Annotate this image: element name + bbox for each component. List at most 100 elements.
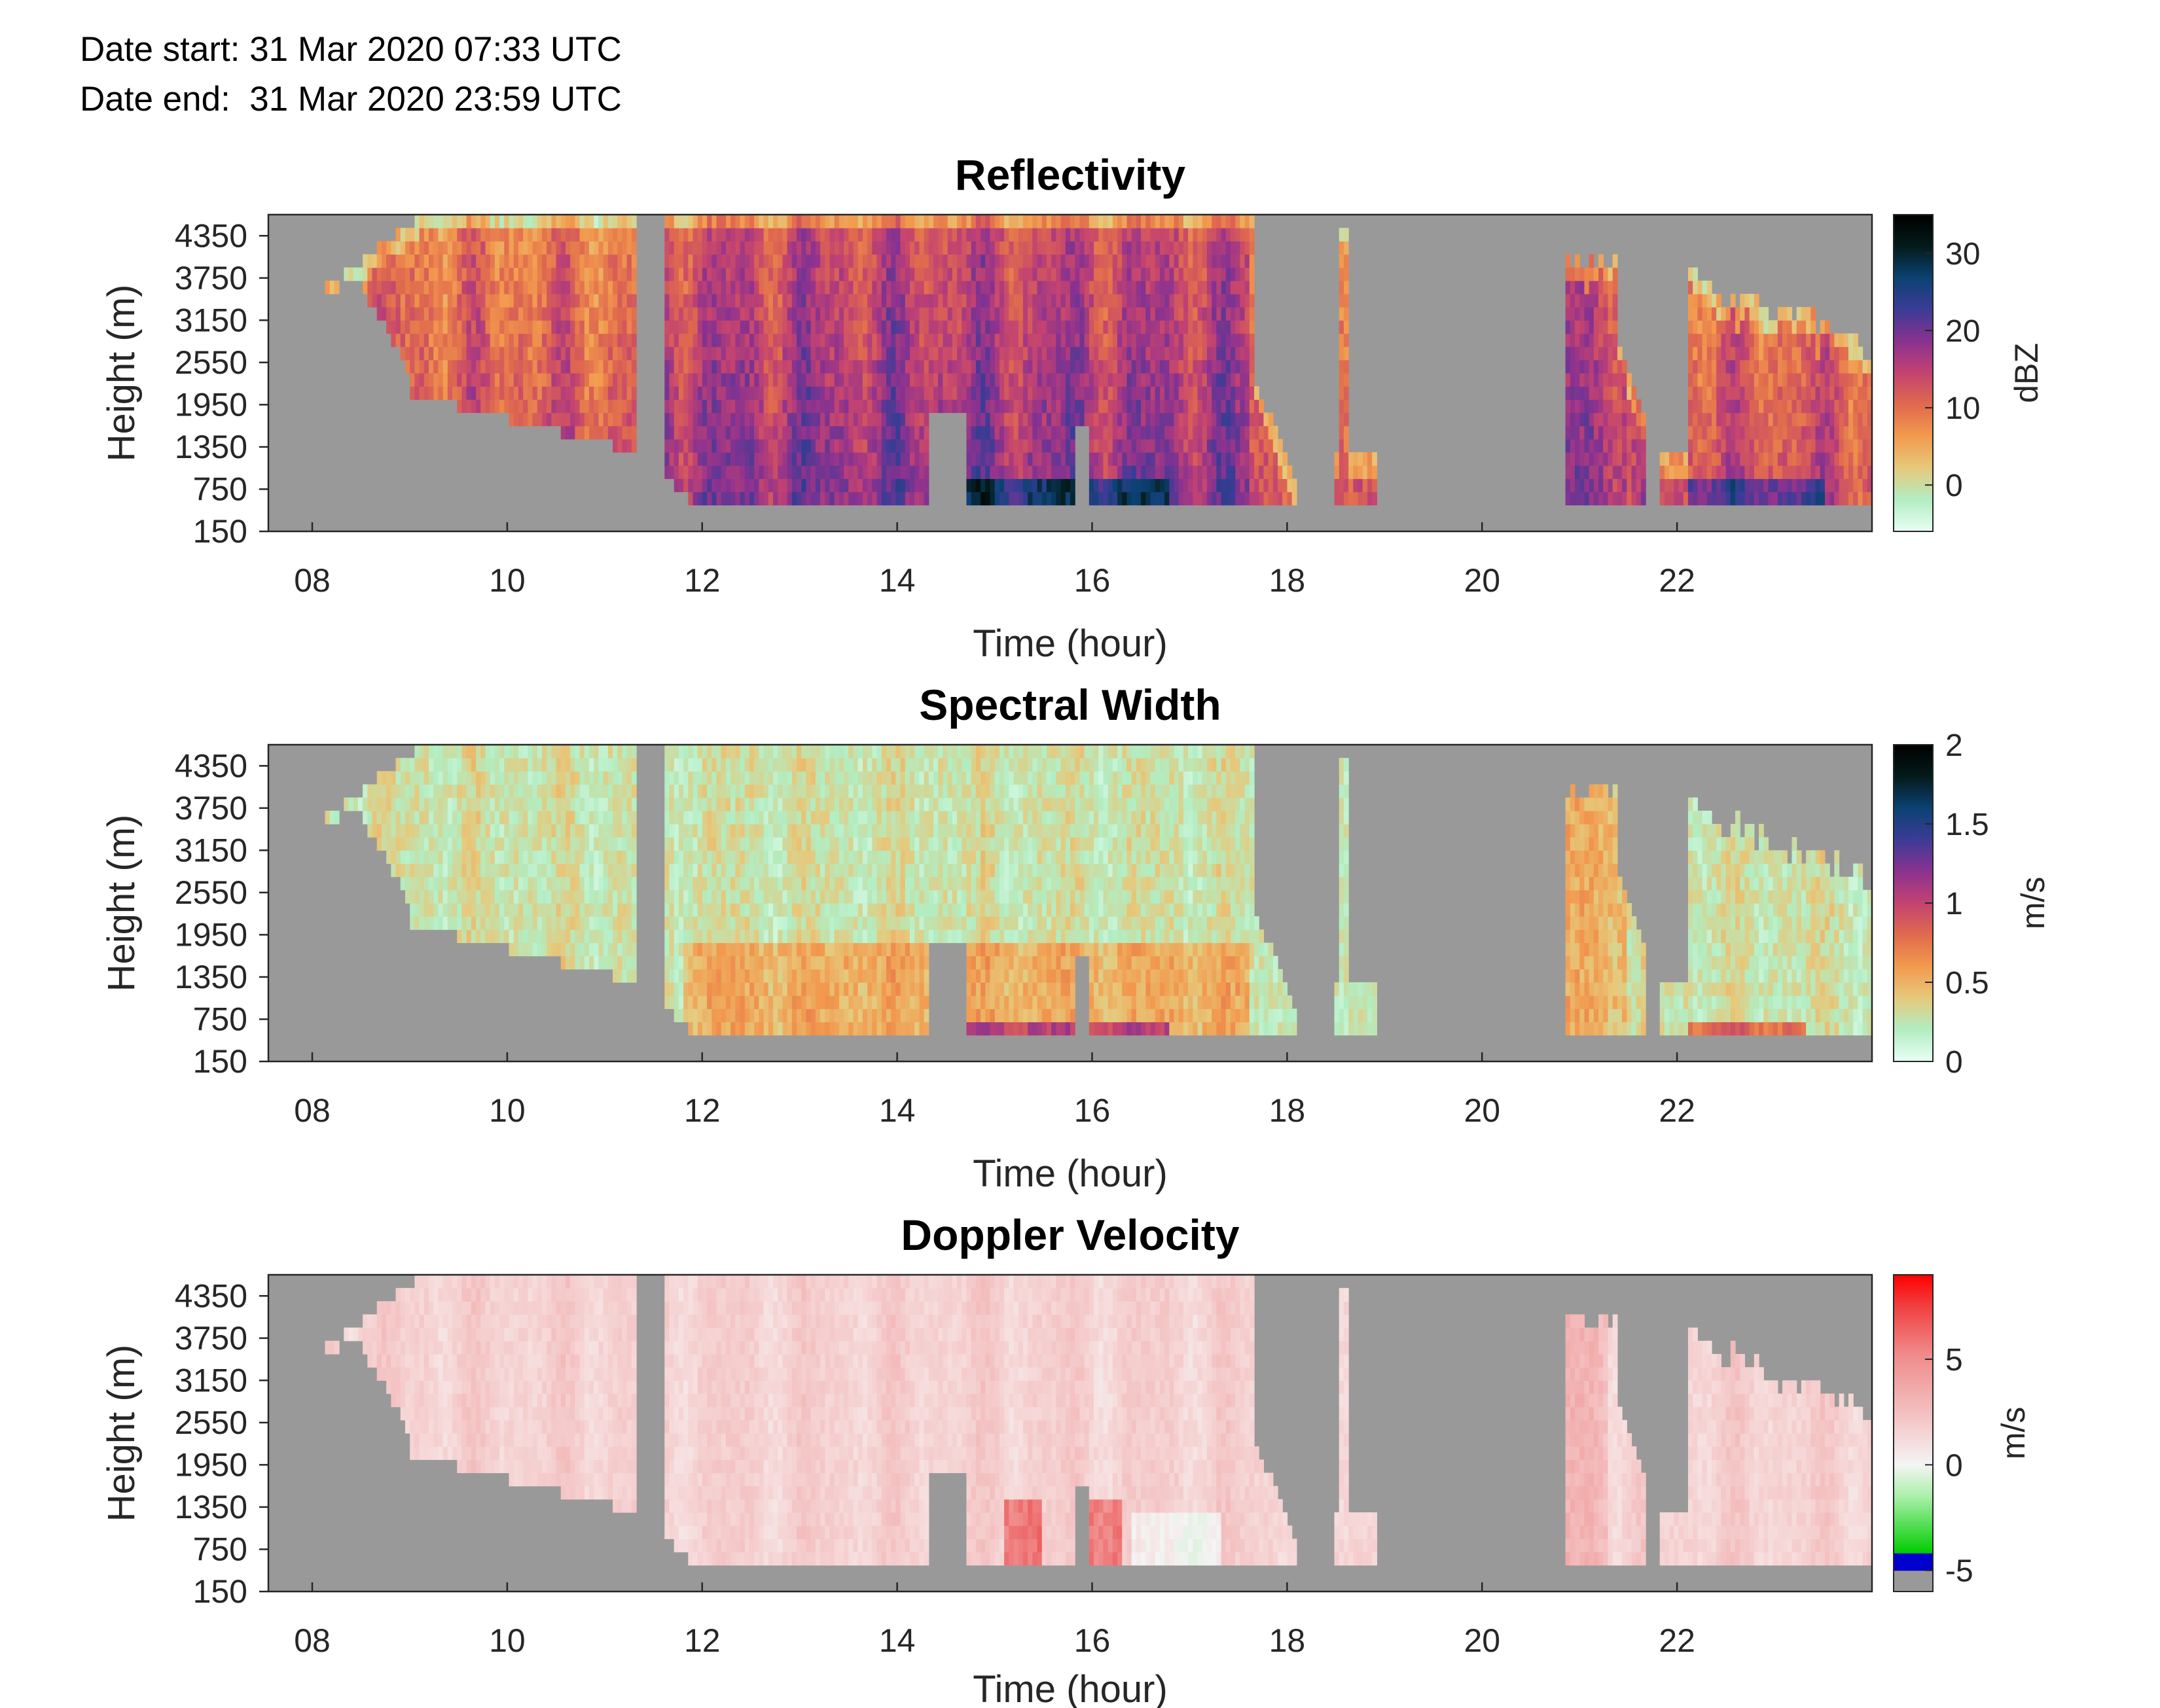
- heatmap-cell: [740, 254, 746, 268]
- heatmap-cell: [1268, 465, 1274, 479]
- heatmap-cell: [485, 280, 491, 294]
- heatmap-cell: [1810, 438, 1816, 453]
- heatmap-cell: [678, 241, 684, 255]
- heatmap-cell: [838, 294, 844, 308]
- heatmap-cell: [981, 267, 986, 281]
- heatmap-cell: [1603, 438, 1609, 453]
- heatmap-cell: [1608, 267, 1613, 281]
- heatmap-cell: [702, 425, 708, 440]
- heatmap-cell: [1824, 386, 1830, 400]
- heatmap-cell: [1791, 386, 1797, 400]
- heatmap-cell: [872, 465, 878, 479]
- heatmap-cell: [480, 280, 486, 294]
- heatmap-cell: [711, 399, 717, 414]
- heatmap-cell: [518, 758, 524, 772]
- heatmap-cell: [725, 465, 731, 479]
- heatmap-cell: [1235, 320, 1241, 334]
- heatmap-cell: [1259, 438, 1265, 453]
- heatmap-cell: [1777, 307, 1783, 321]
- heatmap-cell: [1070, 438, 1075, 453]
- heatmap-cell: [905, 333, 910, 347]
- heatmap-cell: [447, 228, 453, 241]
- y-tick-label: 4350: [175, 217, 247, 254]
- heatmap-cell: [721, 412, 727, 427]
- heatmap-cell: [504, 758, 510, 772]
- heatmap-cell: [1197, 425, 1203, 440]
- heatmap-cell: [891, 215, 896, 228]
- heatmap-cell: [872, 452, 878, 466]
- heatmap-cell: [1735, 478, 1740, 493]
- heatmap-cell: [1103, 280, 1109, 294]
- heatmap-cell: [1843, 491, 1849, 506]
- heatmap-cell: [480, 215, 486, 228]
- heatmap-cell: [768, 412, 774, 427]
- heatmap-cell: [1806, 438, 1811, 453]
- heatmap-cell: [547, 307, 552, 321]
- heatmap-cell: [683, 359, 689, 374]
- heatmap-cell: [1768, 373, 1774, 387]
- heatmap-cell: [867, 491, 873, 506]
- heatmap-cell: [423, 254, 429, 268]
- heatmap-cell: [1060, 452, 1066, 466]
- heatmap-cell: [782, 241, 788, 255]
- heatmap-cell: [825, 386, 831, 400]
- heatmap-cell: [754, 267, 760, 281]
- heatmap-cell: [1117, 215, 1123, 228]
- heatmap-cell: [461, 399, 467, 414]
- heatmap-cell: [504, 810, 510, 825]
- heatmap-cell: [881, 241, 887, 255]
- heatmap-cell: [862, 412, 868, 427]
- heatmap-cell: [523, 359, 528, 374]
- heatmap-cell: [1627, 438, 1632, 453]
- heatmap-cell: [721, 359, 727, 374]
- heatmap-cell: [1178, 452, 1184, 466]
- heatmap-cell: [688, 320, 694, 334]
- heatmap-cell: [1056, 294, 1062, 308]
- heatmap-cell: [1763, 478, 1769, 493]
- heatmap-cell: [410, 824, 415, 838]
- heatmap-cell: [716, 280, 722, 294]
- heatmap-cell: [442, 215, 448, 228]
- heatmap-cell: [532, 412, 538, 427]
- heatmap-cell: [1112, 320, 1118, 334]
- heatmap-cell: [749, 359, 755, 374]
- heatmap-cell: [881, 267, 887, 281]
- heatmap-cell: [429, 386, 434, 400]
- heatmap-cell: [1136, 478, 1142, 493]
- heatmap-cell: [1744, 307, 1750, 321]
- heatmap-cell: [1131, 280, 1137, 294]
- heatmap-cell: [990, 241, 996, 255]
- heatmap-cell: [678, 373, 684, 387]
- x-tick-label: 22: [1659, 562, 1695, 599]
- heatmap-cell: [622, 386, 628, 400]
- heatmap-cell: [518, 837, 524, 851]
- heatmap-cell: [1103, 478, 1109, 493]
- heatmap-cell: [910, 333, 915, 347]
- heatmap-cell: [825, 228, 831, 241]
- heatmap-cell: [838, 465, 844, 479]
- heatmap-cell: [730, 267, 736, 281]
- heatmap-cell: [905, 320, 910, 334]
- heatmap-cell: [1282, 478, 1288, 493]
- heatmap-cell: [1263, 452, 1269, 466]
- heatmap-cell: [1122, 228, 1128, 241]
- heatmap-cell: [806, 373, 812, 387]
- heatmap-cell: [971, 359, 977, 374]
- heatmap-cell: [480, 837, 486, 851]
- heatmap-cell: [494, 758, 500, 772]
- heatmap-cell: [509, 771, 514, 785]
- heatmap-cell: [806, 438, 812, 453]
- heatmap-cell: [702, 346, 708, 361]
- heatmap-cell: [1004, 307, 1009, 321]
- heatmap-cell: [862, 359, 868, 374]
- heatmap-cell: [1348, 452, 1354, 466]
- heatmap-cell: [579, 386, 585, 400]
- heatmap-cell: [466, 850, 472, 864]
- heatmap-cell: [1627, 399, 1632, 414]
- heatmap-cell: [1593, 412, 1599, 427]
- heatmap-cell: [1155, 280, 1161, 294]
- heatmap-cell: [834, 294, 840, 308]
- heatmap-cell: [1159, 425, 1165, 440]
- date-range-header: Date start: 31 Mar 2020 07:33 UTC Date en…: [80, 25, 622, 124]
- heatmap-cell: [1740, 320, 1746, 334]
